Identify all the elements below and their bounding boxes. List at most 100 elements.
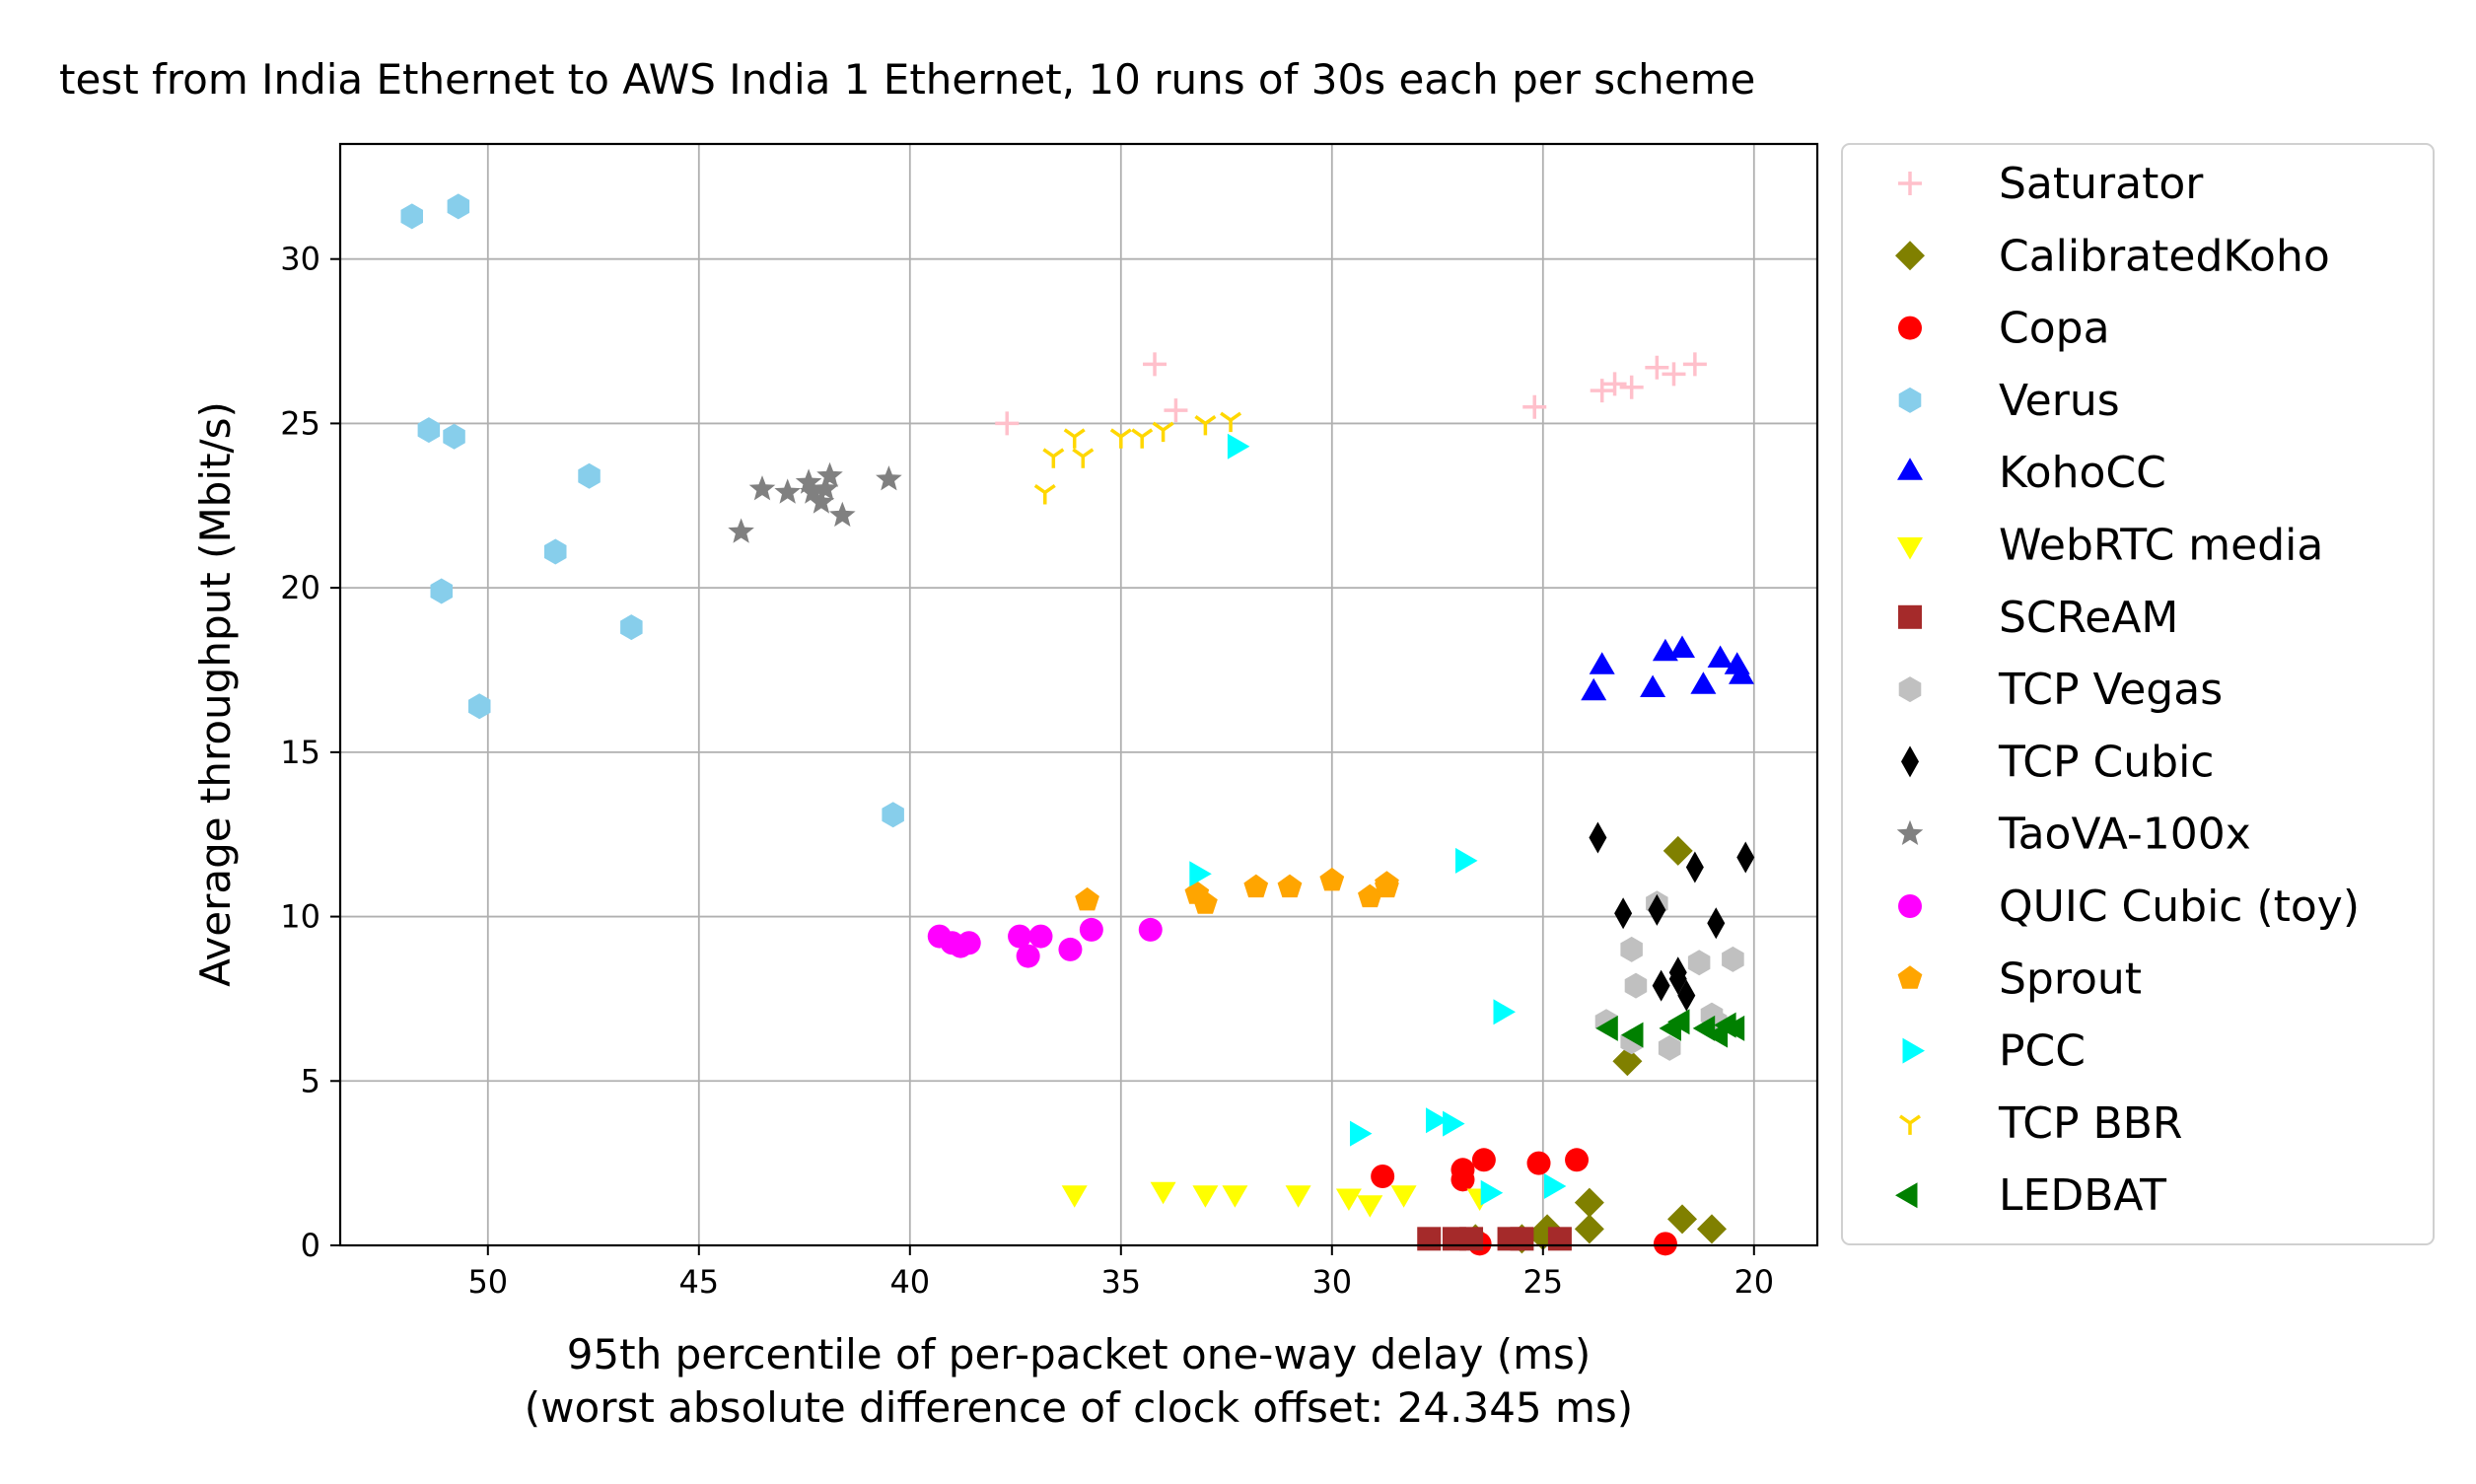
- legend-item-tcp-cubic: TCP Cubic: [1901, 737, 2215, 787]
- point-quic-cubic-toy: [1138, 917, 1163, 942]
- y-tick-label: 25: [280, 404, 320, 442]
- point-verus: [882, 802, 904, 828]
- legend-frame: [1841, 143, 2435, 1245]
- point-webrtc-media: [1061, 1185, 1088, 1208]
- point-tcp-cubic: [1685, 851, 1704, 883]
- point-taova-100x: [816, 461, 843, 488]
- point-tcp-bbr: [1042, 448, 1065, 468]
- legend-marker: [1898, 387, 1922, 413]
- legend-marker: [1897, 458, 1923, 480]
- point-verus: [620, 614, 643, 641]
- point-ledbat: [1667, 1009, 1690, 1035]
- point-pcc: [1426, 1107, 1449, 1134]
- series-tcp-cubic: [1589, 821, 1755, 1012]
- series-kohocc: [1581, 635, 1754, 701]
- point-taova-100x: [795, 468, 822, 494]
- grid-lines: [340, 144, 1817, 1246]
- point-kohocc: [1707, 645, 1733, 668]
- series-tcp-bbr: [1033, 411, 1242, 505]
- point-sprout: [1358, 883, 1382, 908]
- point-sprout: [1319, 867, 1345, 891]
- point-saturator: [1682, 352, 1707, 377]
- series-sprout: [1075, 867, 1399, 914]
- point-verus: [578, 462, 601, 489]
- point-pcc: [1493, 999, 1516, 1025]
- series-quic-cubic-toy: [927, 917, 1163, 968]
- point-tcp-cubic: [1648, 893, 1666, 926]
- point-copa: [1565, 1148, 1590, 1172]
- legend-label: Copa: [1999, 304, 2110, 354]
- x-tick-label: 40: [889, 1263, 930, 1301]
- point-pcc: [1350, 1120, 1373, 1147]
- legend-label: LEDBAT: [1999, 1170, 2166, 1221]
- point-verus: [447, 193, 470, 220]
- legend-marker: [1896, 819, 1924, 845]
- point-taova-100x: [876, 465, 902, 491]
- legend-label: KohoCC: [1999, 448, 2166, 498]
- point-saturator: [1602, 372, 1627, 396]
- point-tcp-vegas: [1624, 972, 1648, 999]
- point-ledbat: [1595, 1015, 1618, 1041]
- legend-label: TCP Cubic: [1998, 737, 2215, 787]
- chart-title: test from India Ethernet to AWS India 1 …: [59, 55, 1755, 104]
- legend-marker: [1898, 1114, 1922, 1135]
- y-tick-label: 15: [280, 734, 320, 771]
- point-webrtc-media: [1192, 1185, 1219, 1208]
- point-tcp-cubic: [1668, 962, 1687, 995]
- point-saturator: [1522, 394, 1547, 419]
- y-tick-label: 5: [301, 1062, 320, 1099]
- legend-item-verus: Verus: [1898, 376, 2120, 426]
- point-taova-100x: [728, 518, 754, 543]
- legend-marker: [1897, 537, 1923, 560]
- x-tick-label: 45: [678, 1263, 719, 1301]
- point-tcp-cubic: [1652, 969, 1670, 1002]
- legend-item-copa: Copa: [1898, 304, 2110, 354]
- y-axis-label: Average throughput (Mbit/s): [191, 401, 240, 987]
- legend-label: Saturator: [1999, 159, 2204, 209]
- point-quic-cubic-toy: [1058, 937, 1083, 961]
- point-verus: [430, 578, 453, 604]
- legend-marker: [1897, 965, 1923, 989]
- point-tcp-vegas: [1687, 950, 1711, 976]
- legend-marker: [1895, 1182, 1918, 1209]
- point-saturator: [1590, 379, 1614, 403]
- legend-label: QUIC Cubic (toy): [1999, 882, 2360, 932]
- series-webrtc-media: [1061, 1181, 1493, 1218]
- point-tcp-bbr: [1131, 428, 1154, 449]
- point-tcp-cubic: [1589, 821, 1607, 854]
- point-calibratedkoho: [1574, 1187, 1604, 1218]
- point-webrtc-media: [1150, 1181, 1176, 1205]
- legend-item-sprout: Sprout: [1897, 954, 2142, 1004]
- y-tick-label: 10: [280, 898, 320, 936]
- legend-item-scream: SCReAM: [1898, 593, 2178, 643]
- point-kohocc: [1581, 677, 1607, 701]
- legend-marker: [1898, 316, 1922, 340]
- point-webrtc-media: [1222, 1185, 1248, 1208]
- point-kohocc: [1729, 662, 1754, 684]
- point-tcp-vegas: [1620, 936, 1643, 962]
- point-tcp-bbr: [1033, 484, 1056, 505]
- point-quic-cubic-toy: [1008, 924, 1032, 949]
- point-pcc: [1443, 1110, 1465, 1137]
- x-tick-label: 20: [1733, 1263, 1774, 1301]
- point-verus: [417, 417, 441, 444]
- y-tick-label: 20: [280, 569, 320, 606]
- series-scream: [1417, 1227, 1572, 1251]
- point-sprout: [1193, 890, 1218, 914]
- series-verus: [400, 193, 904, 828]
- legend-marker: [1898, 604, 1922, 629]
- point-verus: [443, 423, 465, 450]
- legend-marker: [1898, 676, 1922, 703]
- point-kohocc: [1669, 635, 1695, 658]
- legend: Saturator CalibratedKoho Copa Verus KohoCC We…: [1841, 143, 2435, 1245]
- point-webrtc-media: [1335, 1188, 1362, 1211]
- point-copa: [1471, 1148, 1496, 1172]
- point-scream: [1510, 1227, 1534, 1251]
- point-quic-cubic-toy: [956, 931, 981, 955]
- legend-label: TaoVA-100x: [1998, 810, 2251, 860]
- point-calibratedkoho: [1612, 1046, 1643, 1077]
- point-pcc: [1480, 1179, 1504, 1206]
- point-sprout: [1375, 871, 1399, 894]
- point-sprout: [1277, 874, 1303, 898]
- legend-label: PCC: [1999, 1026, 2086, 1077]
